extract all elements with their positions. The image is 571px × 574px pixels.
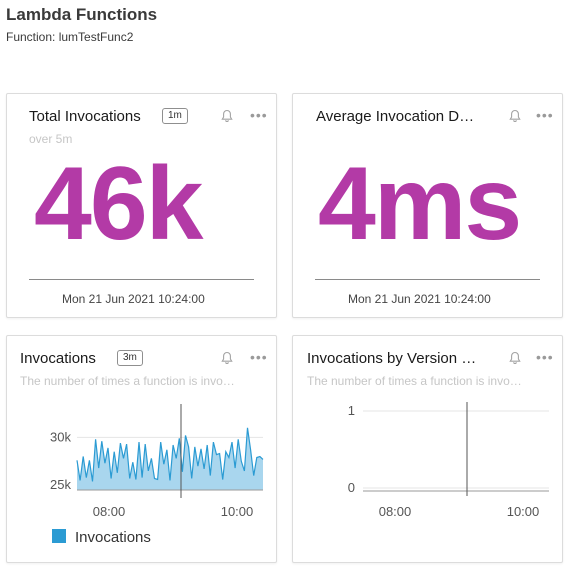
series-line	[76, 427, 264, 482]
average-duration-card: Average Invocation D… ••• 4ms Mon 21 Jun…	[292, 93, 563, 318]
y-tick-label: 25k	[50, 477, 71, 492]
x-tick-label: 10:00	[221, 504, 254, 519]
bell-icon[interactable]	[220, 351, 234, 365]
page-title: Lambda Functions	[6, 5, 158, 24]
timestamp: Mon 21 Jun 2021 10:24:00	[348, 292, 491, 306]
timestamp: Mon 21 Jun 2021 10:24:00	[62, 292, 205, 306]
legend-label[interactable]: Invocations	[75, 529, 151, 546]
card-title: Average Invocation D…	[316, 108, 475, 125]
window-label: over 5m	[29, 132, 73, 146]
card-title: Invocations by Version …	[307, 350, 477, 367]
bell-icon[interactable]	[508, 351, 522, 365]
series-area	[77, 427, 263, 490]
more-icon[interactable]: •••	[250, 107, 268, 123]
invocations-by-version-card: Invocations by Version … ••• The number …	[292, 335, 563, 563]
card-title: Invocations	[20, 350, 96, 367]
y-tick-label: 30k	[50, 429, 71, 444]
single-value: 4ms	[318, 146, 522, 262]
more-icon[interactable]: •••	[536, 107, 554, 123]
card-title: Total Invocations	[29, 108, 141, 125]
resolution-badge[interactable]: 3m	[117, 350, 143, 366]
more-icon[interactable]: •••	[536, 349, 554, 365]
bell-icon[interactable]	[220, 109, 234, 123]
x-tick-label: 10:00	[507, 504, 540, 519]
y-tick-label: 0	[348, 480, 355, 495]
total-invocations-card: Total Invocations 1m ••• over 5m 46k Mon…	[6, 93, 277, 318]
chart-description: The number of times a function is invo…	[20, 374, 235, 388]
x-tick-label: 08:00	[379, 504, 412, 519]
page-subtitle: Function: lumTestFunc2	[6, 30, 134, 44]
invocations-chart-card: Invocations 3m ••• The number of times a…	[6, 335, 277, 563]
y-tick-label: 1	[348, 403, 355, 418]
x-tick-label: 08:00	[93, 504, 126, 519]
resolution-badge[interactable]: 1m	[162, 108, 188, 124]
divider	[315, 279, 540, 280]
invocations-by-version-chart[interactable]: 1 0 08:00 10:00	[299, 396, 557, 526]
legend-swatch[interactable]	[52, 529, 66, 543]
invocations-chart[interactable]: 30k 25k 08:00 10:00	[13, 396, 271, 526]
divider	[29, 279, 254, 280]
single-value: 46k	[34, 146, 204, 262]
chart-description: The number of times a function is invo…	[307, 374, 522, 388]
more-icon[interactable]: •••	[250, 349, 268, 365]
bell-icon[interactable]	[508, 109, 522, 123]
